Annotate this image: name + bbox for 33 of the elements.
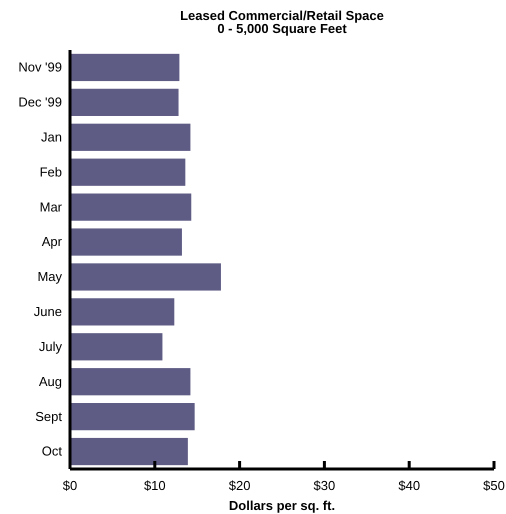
bar	[70, 438, 188, 466]
x-tick-label: $20	[228, 478, 250, 494]
bar	[70, 263, 221, 291]
bar	[70, 403, 195, 430]
bar	[70, 158, 186, 186]
y-tick-label: Nov '99	[18, 60, 62, 75]
bar	[70, 88, 179, 116]
y-tick-label: May	[37, 269, 62, 284]
y-tick-label: Sept	[35, 408, 62, 424]
chart-title: Leased Commercial/Retail Space	[180, 8, 384, 23]
y-tick-label: Dec '99	[18, 94, 62, 110]
y-tick-label: June	[34, 304, 62, 320]
x-tick-label: $40	[398, 478, 420, 494]
bar	[70, 194, 192, 221]
bar	[70, 333, 162, 360]
x-tick-label: $30	[314, 478, 336, 494]
x-tick-label: $10	[144, 478, 166, 494]
bar	[70, 54, 180, 82]
x-tick-label: $50	[483, 478, 505, 494]
y-tick-label: Feb	[40, 164, 62, 180]
x-axis-title: Dollars per sq. ft.	[228, 498, 336, 513]
chart-subtitle: 0 - 5,000 Square Feet	[217, 21, 348, 36]
y-tick-label: July	[38, 338, 62, 354]
bar	[70, 124, 190, 151]
y-tick-label: Mar	[40, 199, 63, 214]
bar	[70, 228, 182, 256]
y-tick-label: Apr	[42, 234, 63, 250]
x-tick-label: $0	[62, 478, 78, 494]
y-tick-label: Jan	[41, 129, 62, 144]
y-tick-label: Oct	[42, 444, 62, 459]
y-tick-label: Aug	[38, 374, 62, 389]
bar	[70, 368, 190, 396]
bar	[70, 298, 174, 326]
